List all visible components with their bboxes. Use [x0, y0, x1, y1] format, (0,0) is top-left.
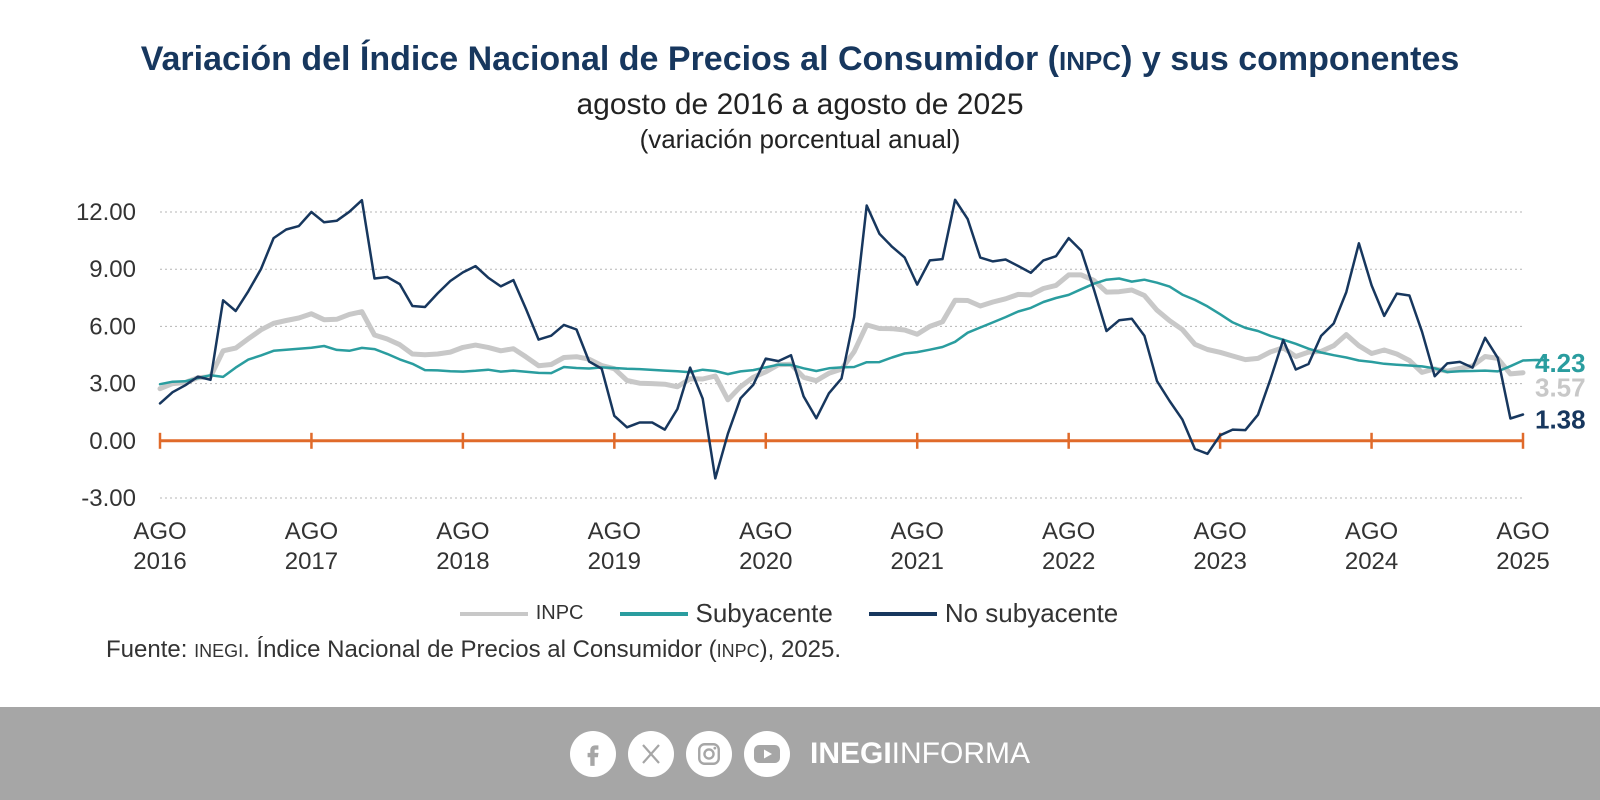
x-tick-label: 2017: [285, 548, 338, 575]
x-tick-label: 2021: [891, 548, 944, 575]
y-tick-label: 0.00: [89, 428, 136, 455]
x-tick-label: AGO: [739, 518, 792, 545]
facebook-icon[interactable]: [569, 730, 616, 777]
end-value-label: 3.57: [1535, 373, 1586, 403]
series-line-sub: [158, 277, 1550, 386]
instagram-icon[interactable]: [685, 730, 732, 777]
legend-label-inpc: INPC: [535, 602, 584, 624]
x-tick-label: 2025: [1496, 548, 1549, 575]
x-tick-label: 2016: [133, 548, 186, 575]
chart-unit-label: (variación porcentual anual): [639, 124, 961, 154]
y-tick-label: 6.00: [89, 313, 136, 340]
line-chart: 12.00 9.00 6.00 3.00 0.00 -3.00 AGO 2016 AGO 2017…: [76, 198, 1586, 575]
x-tick-label: 2020: [739, 548, 792, 575]
chart-subtitle: agosto de 2016 a agosto de 2025: [576, 88, 1024, 121]
footer-bar: INEGIINFORMA: [0, 707, 1600, 800]
x-tick-label: 2018: [436, 548, 489, 575]
x-tick-label: AGO: [1345, 518, 1398, 545]
x-tick-label: AGO: [436, 518, 489, 545]
x-tick-label: AGO: [891, 518, 944, 545]
x-tick-label: 2024: [1345, 548, 1398, 575]
source-note: Fuente: INEGI. Índice Nacional de Precio…: [106, 636, 842, 663]
x-tick-label: 2019: [588, 548, 641, 575]
legend-swatch-no-subyacente: [868, 611, 937, 616]
x-tick-label: AGO: [1042, 518, 1095, 545]
legend-item-inpc: INPC: [459, 602, 584, 625]
x-tick-label: AGO: [1496, 518, 1549, 545]
end-value-label: 4.23: [1535, 348, 1586, 378]
x-tick-label: AGO: [1193, 518, 1246, 545]
y-tick-label: 3.00: [89, 371, 136, 398]
legend-swatch-subyacente: [619, 611, 688, 616]
legend-label-subyacente: Subyacente: [695, 598, 833, 628]
x-icon[interactable]: [627, 730, 674, 777]
x-tick-label: AGO: [133, 518, 186, 545]
youtube-icon[interactable]: [743, 730, 790, 777]
legend-label-no-subyacente: No subyacente: [944, 598, 1119, 628]
end-value-label: 1.38: [1535, 404, 1586, 434]
y-tick-label: 12.00: [76, 199, 136, 226]
y-tick-label: 9.00: [89, 256, 136, 283]
legend-item-subyacente: Subyacente: [619, 598, 833, 629]
x-tick-label: AGO: [588, 518, 641, 545]
series-line-inpc: [157, 272, 1526, 403]
chart-legend: INPC Subyacente No subyacente: [0, 598, 1600, 629]
chart-title: Variación del Índice Nacional de Precios…: [140, 40, 1460, 78]
y-tick-label: -3.00: [81, 485, 136, 512]
x-tick-label: AGO: [285, 518, 338, 545]
legend-swatch-inpc: [459, 611, 528, 616]
brand-wordmark: INEGIINFORMA: [809, 736, 1030, 770]
x-tick-label: 2022: [1042, 548, 1095, 575]
series-line-nosub: [158, 198, 1525, 480]
x-tick-label: 2023: [1193, 548, 1246, 575]
legend-item-no-subyacente: No subyacente: [868, 598, 1119, 629]
